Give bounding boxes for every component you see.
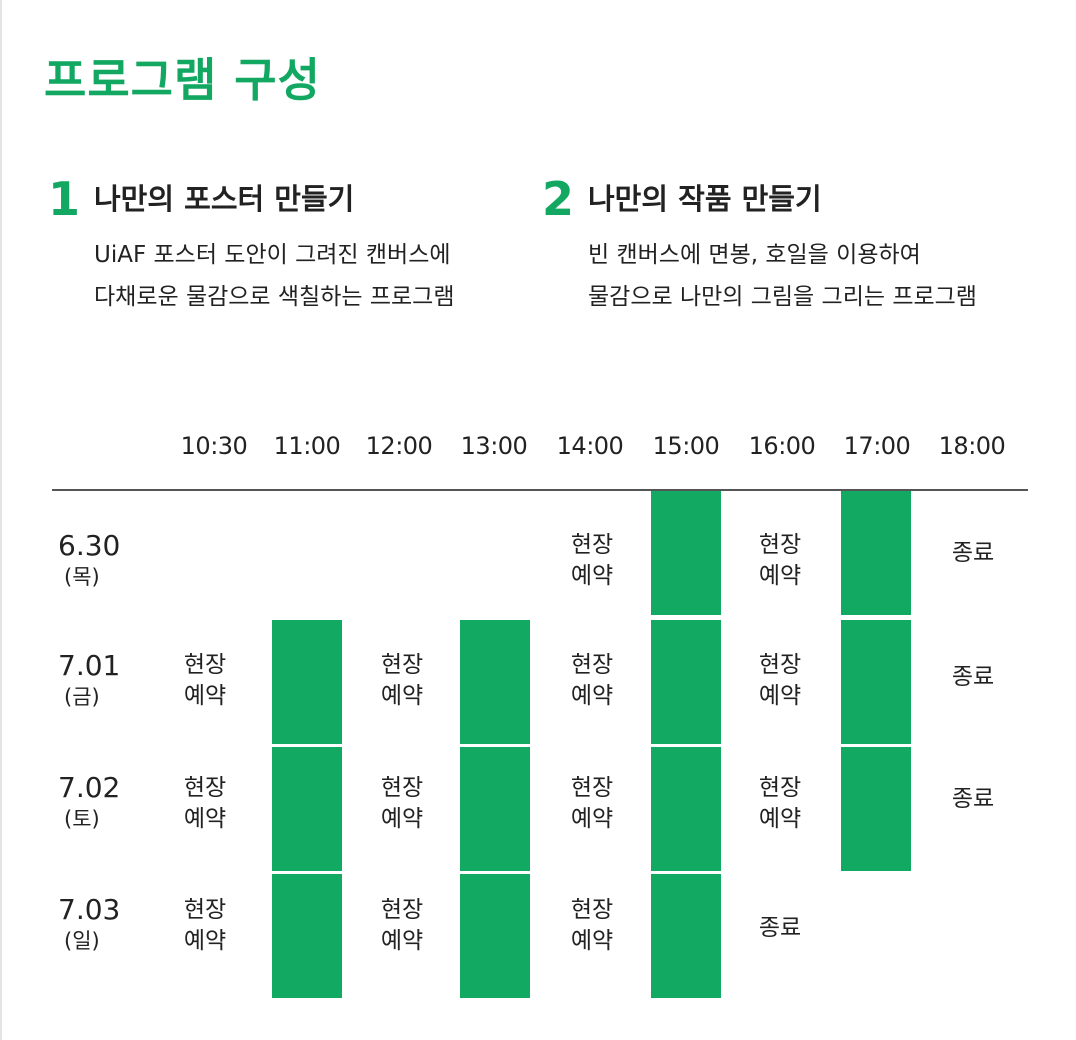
cell-text: 예약: [758, 806, 802, 832]
date-value: 6.30: [58, 529, 121, 562]
cell-text: 예약: [758, 563, 802, 589]
program-number: 1: [48, 172, 81, 226]
weekday: (토): [64, 807, 100, 831]
onsite-reservation-cell: 현장 예약: [557, 530, 627, 592]
time-label: 13:00: [460, 432, 528, 460]
closed-cell: 종료: [951, 540, 995, 566]
session-block: [841, 491, 911, 615]
cell-text: 현장: [380, 775, 424, 801]
description-line: 빈 캔버스에 면봉, 호일을 이용하여: [588, 242, 921, 268]
cell-text: 현장: [758, 532, 802, 558]
time-label: 17:00: [843, 432, 911, 460]
session-block: [460, 874, 530, 998]
date-value: 7.01: [58, 649, 121, 682]
onsite-reservation-cell: 현장 예약: [557, 895, 627, 957]
date-value: 7.03: [58, 893, 121, 926]
cell-text: 현장: [570, 775, 614, 801]
cell-text: 현장: [183, 775, 227, 801]
closed-cell: 종료: [951, 664, 995, 690]
time-label: 12:00: [365, 432, 433, 460]
session-block: [272, 747, 342, 871]
page-title: 프로그램 구성: [44, 53, 321, 107]
session-block: [272, 620, 342, 744]
onsite-reservation-cell: 현장 예약: [170, 773, 240, 835]
session-block: [841, 747, 911, 871]
time-label: 11:00: [273, 432, 341, 460]
date-label: 7.01 (금): [58, 650, 148, 712]
onsite-reservation-cell: 현장 예약: [367, 650, 437, 712]
description-line: 다채로운 물감으로 색칠하는 프로그램: [94, 284, 455, 310]
onsite-reservation-cell: 현장 예약: [745, 650, 815, 712]
date-label: 7.03 (일): [58, 894, 148, 956]
session-block: [460, 747, 530, 871]
time-label: 15:00: [652, 432, 720, 460]
time-label: 14:00: [556, 432, 624, 460]
cell-text: 예약: [570, 928, 614, 954]
cell-text: 현장: [570, 532, 614, 558]
cell-text: 예약: [380, 683, 424, 709]
program-title: 나만의 포스터 만들기: [94, 182, 355, 216]
weekday: (목): [64, 565, 100, 589]
header-divider: [52, 489, 1028, 491]
time-label: 18:00: [938, 432, 1006, 460]
session-block: [651, 491, 721, 615]
cell-text: 예약: [380, 806, 424, 832]
description-line: UiAF 포스터 도안이 그려진 캔버스에: [94, 242, 451, 268]
description-line: 물감으로 나만의 그림을 그리는 프로그램: [588, 284, 977, 310]
program-description: 빈 캔버스에 면봉, 호일을 이용하여 물감으로 나만의 그림을 그리는 프로그…: [588, 234, 977, 318]
cell-text: 현장: [570, 652, 614, 678]
date-value: 7.02: [58, 771, 121, 804]
closed-cell: 종료: [951, 786, 995, 812]
onsite-reservation-cell: 현장 예약: [557, 773, 627, 835]
cell-text: 예약: [570, 806, 614, 832]
program-number: 2: [542, 172, 575, 226]
onsite-reservation-cell: 현장 예약: [367, 773, 437, 835]
onsite-reservation-cell: 현장 예약: [745, 530, 815, 592]
date-label: 7.02 (토): [58, 772, 148, 834]
cell-text: 현장: [380, 897, 424, 923]
left-border: [0, 0, 2, 1040]
session-block: [460, 620, 530, 744]
onsite-reservation-cell: 현장 예약: [367, 895, 437, 957]
session-block: [651, 747, 721, 871]
cell-text: 예약: [380, 928, 424, 954]
weekday: (금): [64, 685, 100, 709]
cell-text: 예약: [183, 683, 227, 709]
weekday: (일): [64, 929, 100, 953]
cell-text: 현장: [758, 652, 802, 678]
cell-text: 현장: [570, 897, 614, 923]
cell-text: 현장: [758, 775, 802, 801]
time-label: 16:00: [748, 432, 816, 460]
onsite-reservation-cell: 현장 예약: [170, 650, 240, 712]
session-block: [272, 874, 342, 998]
onsite-reservation-cell: 현장 예약: [170, 895, 240, 957]
onsite-reservation-cell: 현장 예약: [557, 650, 627, 712]
cell-text: 예약: [758, 683, 802, 709]
program-description: UiAF 포스터 도안이 그려진 캔버스에 다채로운 물감으로 색칠하는 프로그…: [94, 234, 455, 318]
cell-text: 예약: [570, 563, 614, 589]
time-label: 10:30: [180, 432, 248, 460]
cell-text: 예약: [183, 928, 227, 954]
cell-text: 예약: [570, 683, 614, 709]
closed-cell: 종료: [758, 915, 802, 941]
cell-text: 현장: [183, 897, 227, 923]
session-block: [841, 620, 911, 744]
session-block: [651, 620, 721, 744]
cell-text: 현장: [183, 652, 227, 678]
onsite-reservation-cell: 현장 예약: [745, 773, 815, 835]
program-title: 나만의 작품 만들기: [588, 182, 822, 216]
session-block: [651, 874, 721, 998]
cell-text: 현장: [380, 652, 424, 678]
date-label: 6.30 (목): [58, 530, 148, 592]
cell-text: 예약: [183, 806, 227, 832]
